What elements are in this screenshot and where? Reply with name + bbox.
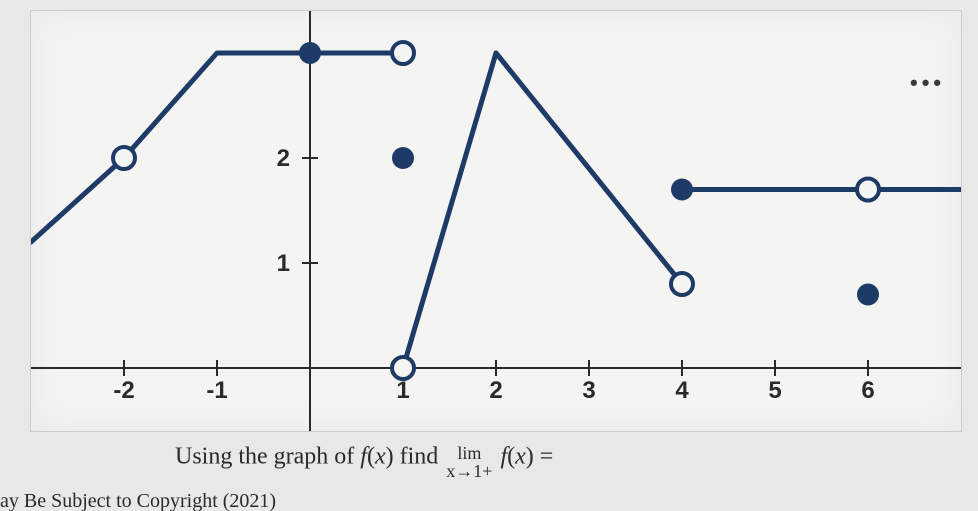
closed-point	[299, 42, 321, 64]
x-tick-label: 3	[582, 377, 595, 404]
x-tick-label: 6	[861, 377, 874, 404]
limit-bottom: x→1+	[446, 462, 492, 480]
function-segment	[124, 53, 403, 158]
limit-top: lim	[446, 444, 492, 462]
fn-var: x	[375, 444, 386, 470]
question-mid: find	[400, 444, 445, 470]
function-segment	[496, 53, 682, 284]
function-segment	[403, 53, 496, 368]
limit-notation: lim x→1+	[446, 444, 492, 480]
open-point	[857, 179, 879, 201]
fn-var-2: x	[515, 444, 526, 470]
fn-name-2: f	[500, 444, 507, 470]
x-tick-label: -1	[206, 377, 227, 404]
x-tick-label: -2	[113, 377, 134, 404]
function-segment	[31, 158, 124, 242]
open-point	[392, 42, 414, 64]
closed-point	[392, 147, 414, 169]
y-tick-label: 2	[277, 145, 290, 172]
x-tick-label: 1	[396, 377, 409, 404]
copyright-text: ay Be Subject to Copyright (2021)	[0, 490, 276, 511]
closed-point	[857, 284, 879, 306]
equals: =	[540, 444, 554, 470]
y-tick-label: 1	[277, 250, 290, 277]
chart-svg: -2 -1 1 2 3 4 5 6 1 2	[31, 11, 961, 431]
chart-panel: -2 -1 1 2 3 4 5 6 1 2	[30, 10, 962, 432]
x-tick-label: 2	[489, 377, 502, 404]
overflow-menu-icon[interactable]: •••	[910, 70, 945, 96]
x-tick-label: 4	[675, 377, 689, 404]
open-point	[671, 273, 693, 295]
open-point	[392, 357, 414, 379]
question-prefix: Using the graph of	[175, 444, 360, 470]
closed-point	[671, 179, 693, 201]
question-text: Using the graph of f(x) find lim x→1+ f(…	[175, 440, 553, 476]
open-point	[113, 147, 135, 169]
x-tick-label: 5	[768, 377, 781, 404]
fn-name: f	[360, 444, 367, 470]
